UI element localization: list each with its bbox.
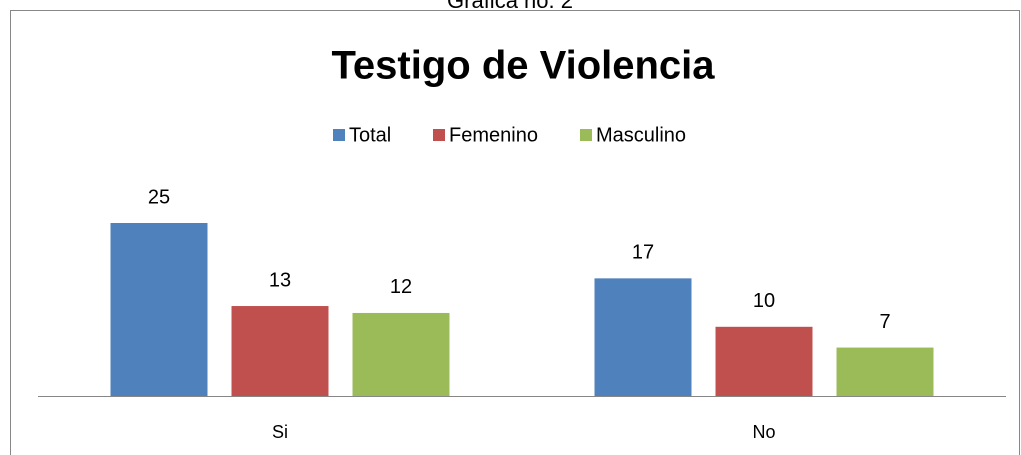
data-label: 7 [879,311,890,333]
legend-label: Femenino [449,124,538,146]
legend-swatch [433,129,445,141]
bar [836,347,934,396]
data-label: 12 [390,276,412,298]
legend-label: Total [349,124,391,146]
data-label: 10 [753,290,775,312]
data-label: 13 [269,269,291,291]
bar [715,326,813,396]
legend-label: Masculino [596,124,686,146]
bar [352,312,450,396]
caption-bg [420,0,600,10]
legend-swatch [580,129,592,141]
bar [110,223,208,396]
data-label: 17 [632,242,654,264]
bar [594,278,692,396]
x-tick-label: Si [272,422,288,442]
caption: Gráfica no. 2 [447,0,573,13]
chart-title: Testigo de Violencia [331,44,715,88]
data-label: 25 [148,186,170,208]
legend-swatch [333,129,345,141]
x-tick-label: No [752,422,775,442]
bar [231,306,329,396]
